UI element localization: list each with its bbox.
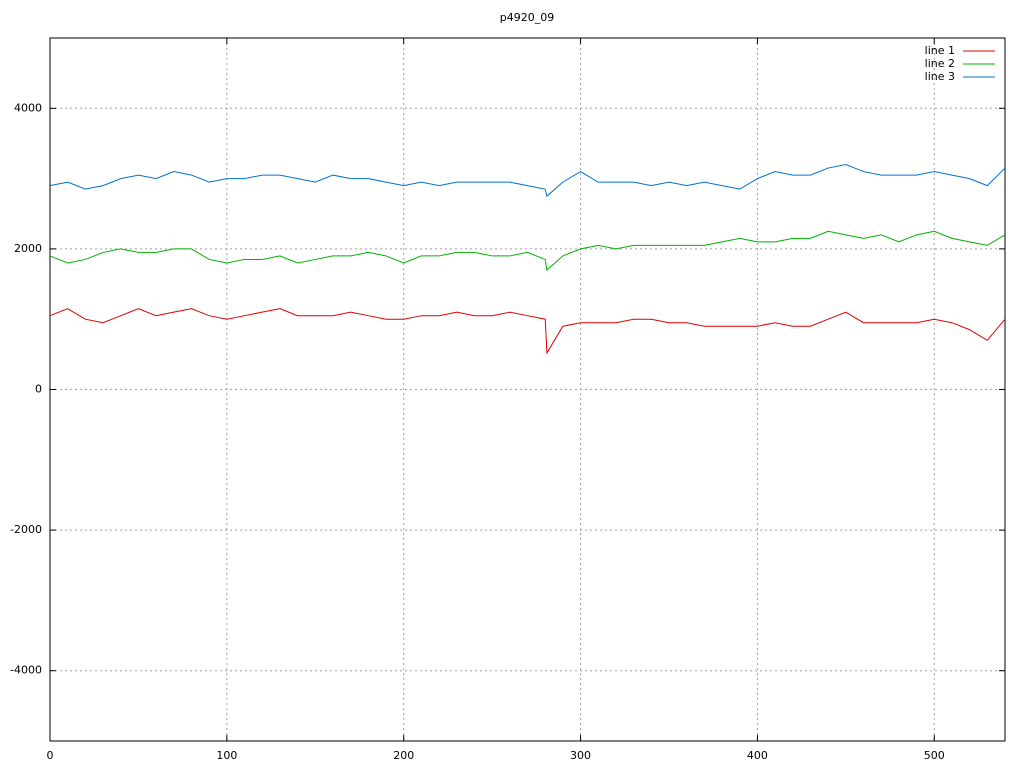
x-tick-label: 300: [570, 749, 591, 762]
data-line: [49, 164, 1006, 198]
x-tick-label: 0: [47, 749, 54, 762]
y-tick-label: 2000: [14, 242, 42, 255]
legend-label: line 2: [925, 57, 955, 70]
y-tick-label: 4000: [14, 101, 42, 114]
x-tick-label: 400: [747, 749, 768, 762]
y-tick-label: -2000: [10, 523, 42, 536]
y-tick-label: 0: [35, 383, 42, 396]
x-tick-label: 500: [924, 749, 945, 762]
legend-label: line 1: [925, 44, 955, 57]
plot-frame: [49, 37, 1006, 742]
chart-title: p4920_09: [500, 11, 554, 24]
legend-label: line 3: [925, 70, 955, 83]
data-line: [49, 308, 1006, 355]
x-tick-label: 100: [216, 749, 237, 762]
y-tick-label: -4000: [10, 664, 42, 677]
x-tick-label: 200: [393, 749, 414, 762]
data-line: [49, 230, 1006, 271]
